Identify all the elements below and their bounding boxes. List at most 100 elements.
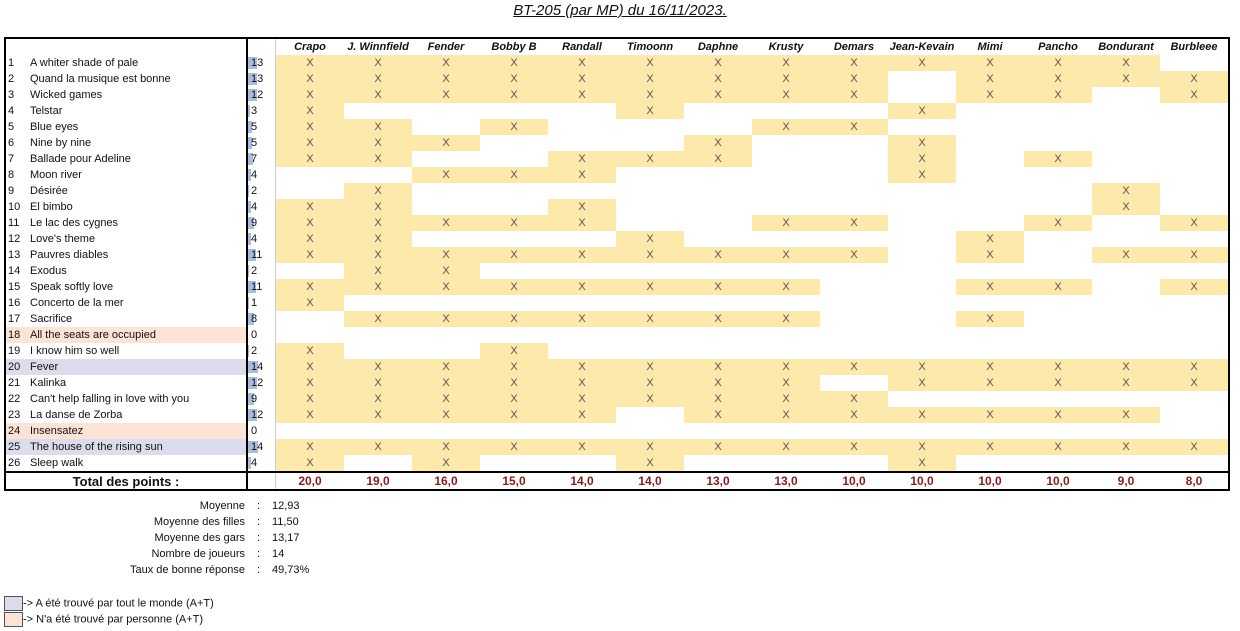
song-title: Telstar <box>27 103 248 119</box>
answer-cell <box>820 343 888 359</box>
song-number: 7 <box>4 151 27 167</box>
header-count-cell <box>247 37 276 55</box>
answer-cell <box>1024 327 1092 343</box>
answer-cell <box>480 199 548 215</box>
answer-cell: X <box>412 55 480 71</box>
count-label: 3 <box>251 104 258 117</box>
answer-cell: X <box>616 87 684 103</box>
answer-cell <box>276 311 345 327</box>
count-label: 9 <box>251 216 258 229</box>
count-label: 12 <box>251 88 264 101</box>
answer-cell <box>752 103 820 119</box>
song-row: 7 Ballade pour Adeline 7 X X X X X X X <box>4 151 1230 167</box>
answer-cell <box>616 343 684 359</box>
answer-cell <box>956 327 1024 343</box>
answer-cell <box>820 279 888 295</box>
answer-cell: X <box>412 263 480 279</box>
answer-cell <box>956 455 1024 472</box>
header-song-cell <box>27 37 248 55</box>
answer-cell <box>820 375 888 391</box>
answer-cell: X <box>412 439 480 455</box>
answer-cell <box>1024 263 1092 279</box>
answer-cell <box>888 423 956 439</box>
player-header: J. Winnfield <box>344 37 412 55</box>
answer-cell <box>616 215 684 231</box>
song-number: 13 <box>4 247 27 263</box>
answer-cell <box>888 71 956 87</box>
song-row: 18 All the seats are occupied 0 <box>4 327 1230 343</box>
answer-cell: X <box>412 279 480 295</box>
answer-cell <box>480 423 548 439</box>
stat-value: 12,93 <box>272 500 300 512</box>
legend-swatch <box>4 612 23 627</box>
count-bar <box>248 105 251 117</box>
answer-cell: X <box>275 455 344 472</box>
answer-cell: X <box>684 151 752 167</box>
player-header: Crapo <box>275 37 344 55</box>
count-label: 2 <box>251 264 258 277</box>
answer-cell: X <box>548 151 616 167</box>
song-row: 2 Quand la musique est bonne 13 X X X X X X X X X X X… <box>4 71 1230 87</box>
song-number: 23 <box>4 407 27 423</box>
answer-cell <box>1160 151 1230 167</box>
answer-cell: X <box>888 55 956 71</box>
answer-cell <box>480 231 548 247</box>
player-header: Bobby B <box>480 37 548 55</box>
found-count: 14 <box>247 439 276 455</box>
player-header: Fender <box>412 37 480 55</box>
answer-cell: X <box>480 87 548 103</box>
answer-cell: X <box>820 407 888 423</box>
answer-cell <box>888 279 956 295</box>
found-count: 7 <box>247 151 276 167</box>
answer-cell <box>1092 391 1160 407</box>
answer-cell <box>1160 407 1230 423</box>
answer-cell <box>752 263 820 279</box>
song-title: Ballade pour Adeline <box>27 151 248 167</box>
count-bar <box>248 281 256 293</box>
answer-cell <box>1160 183 1230 199</box>
answer-cell: X <box>412 311 480 327</box>
answer-cell: X <box>820 55 888 71</box>
answer-cell: X <box>275 135 344 151</box>
answer-cell: X <box>616 455 684 472</box>
answer-cell: X <box>956 279 1024 295</box>
count-bar <box>248 457 251 469</box>
answer-cell: X <box>548 359 616 375</box>
answer-cell <box>956 263 1024 279</box>
answer-cell <box>1160 231 1230 247</box>
answer-cell <box>276 423 345 439</box>
answer-cell: X <box>684 87 752 103</box>
stat-separator: : <box>257 548 261 560</box>
page-title: BT-205 (par MP) du 16/11/2023. <box>513 2 727 19</box>
player-total: 10,0 <box>956 471 1024 491</box>
answer-cell <box>1024 167 1092 183</box>
answer-cell <box>888 311 956 327</box>
song-number: 2 <box>4 71 27 87</box>
answer-cell <box>1024 247 1092 263</box>
player-header: Randall <box>548 37 616 55</box>
answer-cell: X <box>1024 215 1092 231</box>
answer-cell: X <box>1024 439 1092 455</box>
answer-cell <box>752 455 820 472</box>
answer-cell <box>276 183 345 199</box>
answer-cell: X <box>820 359 888 375</box>
found-count: 14 <box>247 359 276 375</box>
answer-cell: X <box>1092 375 1160 391</box>
answer-cell <box>412 119 480 135</box>
answer-cell <box>956 183 1024 199</box>
player-header: Daphne <box>684 37 752 55</box>
answer-cell <box>684 231 752 247</box>
answer-cell <box>956 135 1024 151</box>
answer-cell: X <box>275 343 344 359</box>
answer-cell <box>684 103 752 119</box>
count-label: 4 <box>251 200 258 213</box>
found-count: 0 <box>247 423 276 439</box>
song-row: 10 El bimbo 4 X X X X <box>4 199 1230 215</box>
answer-cell: X <box>752 71 820 87</box>
song-number: 4 <box>4 103 27 119</box>
answer-cell: X <box>480 375 548 391</box>
answer-cell: X <box>412 247 480 263</box>
answer-cell <box>276 327 345 343</box>
answer-cell <box>956 343 1024 359</box>
answer-cell: X <box>1160 359 1230 375</box>
